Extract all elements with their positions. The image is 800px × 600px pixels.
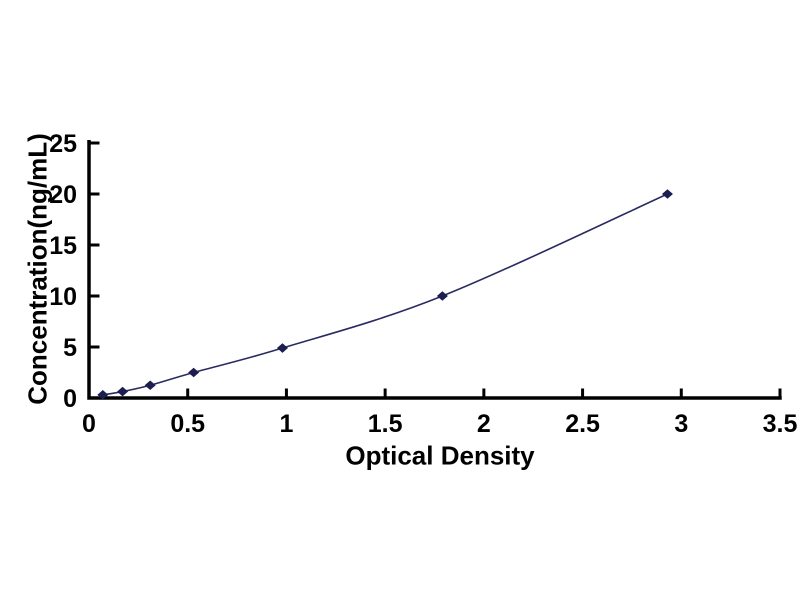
y-axis-title: Concentration(ng/mL) [22, 133, 53, 405]
x-tick-label: 3.5 [763, 410, 798, 438]
data-point-marker [661, 189, 673, 199]
x-tick-label: 1 [279, 410, 293, 438]
y-tick-label: 0 [63, 385, 77, 413]
x-tick-label: 2.5 [565, 410, 600, 438]
data-point-marker [436, 291, 448, 301]
y-tick-label: 5 [63, 334, 77, 362]
data-point-marker [144, 380, 156, 391]
data-point-marker [117, 386, 129, 397]
x-tick-label: 0 [82, 410, 96, 438]
data-point-marker [188, 367, 200, 378]
x-tick-label: 3 [674, 410, 688, 438]
x-tick-label: 1.5 [368, 410, 403, 438]
curve-line [102, 193, 668, 396]
x-axis-title: Optical Density [345, 440, 535, 471]
axes-lines [87, 140, 782, 400]
data-point-marker [276, 343, 288, 353]
x-tick-label: 0.5 [170, 410, 205, 438]
y-tick-label: 10 [49, 283, 77, 311]
y-tick-label: 15 [49, 232, 77, 260]
y-tick-label: 20 [49, 181, 77, 209]
x-tick-label: 2 [477, 410, 491, 438]
y-tick-label: 25 [49, 130, 77, 158]
data-point-marker [97, 390, 109, 400]
